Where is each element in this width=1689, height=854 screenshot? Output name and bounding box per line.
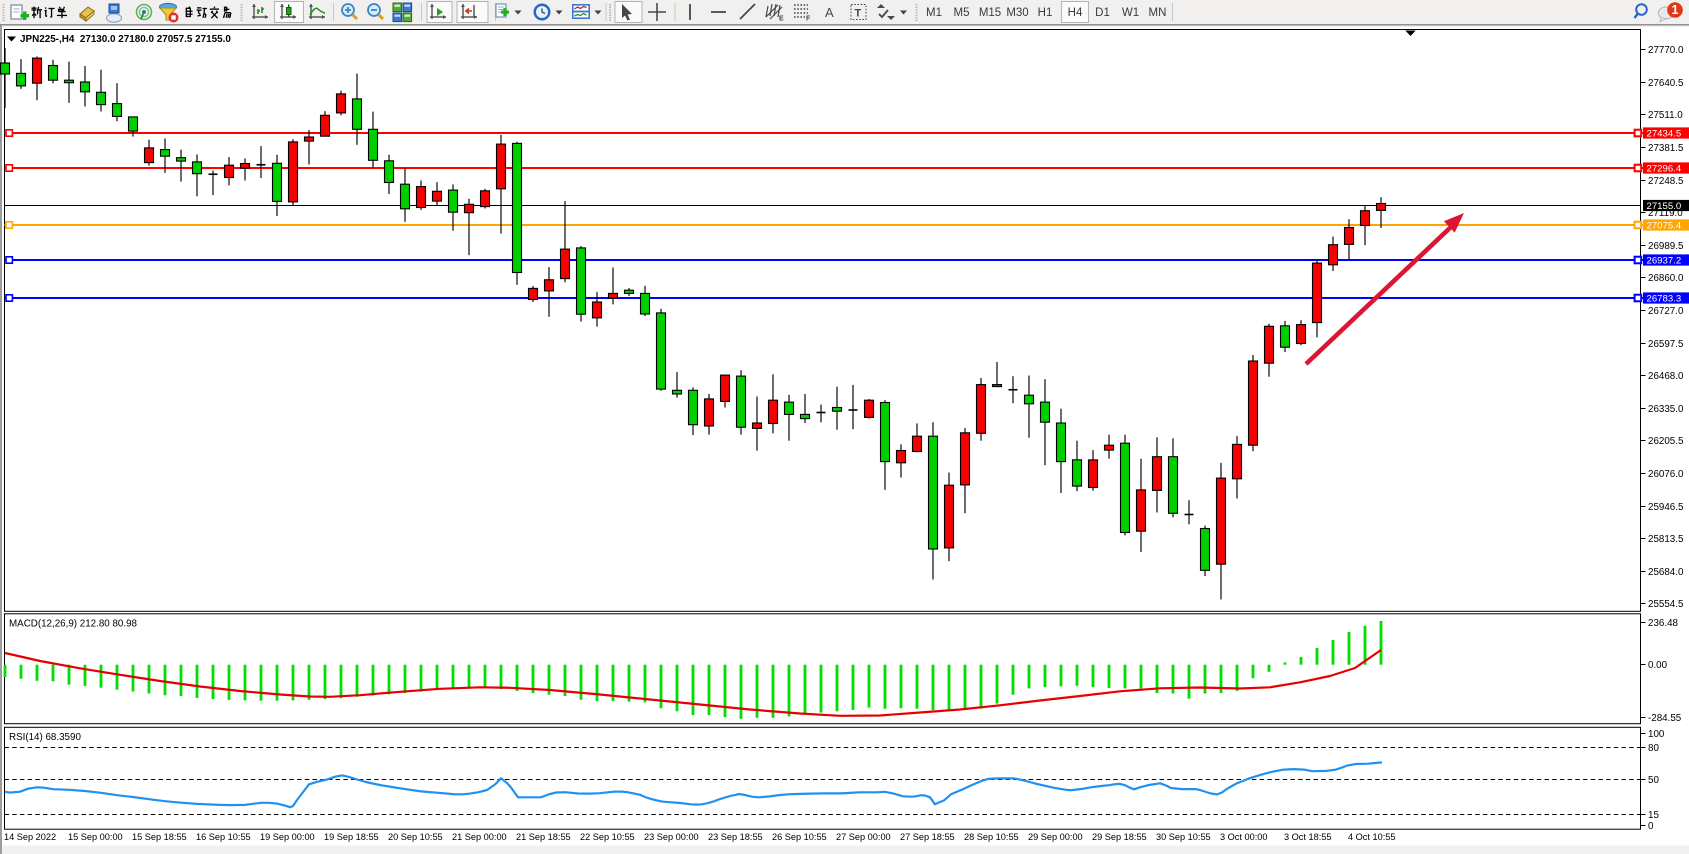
svg-text:MN: MN [1149,7,1167,19]
svg-text:H1: H1 [1038,7,1053,19]
svg-text:27770.0: 27770.0 [1648,45,1684,56]
svg-text:19 Sep 18:55: 19 Sep 18:55 [324,832,379,842]
svg-text:T: T [855,8,862,20]
svg-text:RSI(14) 68.3590: RSI(14) 68.3590 [9,732,81,743]
svg-text:25946.5: 25946.5 [1648,502,1684,513]
svg-text:23 Sep 18:55: 23 Sep 18:55 [708,832,763,842]
svg-text:26468.0: 26468.0 [1648,371,1684,382]
svg-text:27119.0: 27119.0 [1648,208,1683,219]
svg-text:50: 50 [1648,775,1659,786]
svg-text:29 Sep 00:00: 29 Sep 00:00 [1028,832,1083,842]
svg-text:-284.55: -284.55 [1648,713,1682,724]
svg-text:20 Sep 10:55: 20 Sep 10:55 [388,832,443,842]
svg-text:80: 80 [1648,743,1659,754]
svg-text:29 Sep 18:55: 29 Sep 18:55 [1092,832,1147,842]
svg-text:D1: D1 [1095,7,1110,19]
svg-text:27155.0: 27155.0 [1647,201,1682,212]
svg-text:26597.5: 26597.5 [1648,339,1684,350]
svg-text:JPN225-,H4 27130.0 27180.0 27: JPN225-,H4 27130.0 27180.0 27057.5 27155… [20,34,231,45]
svg-text:15 Sep 00:00: 15 Sep 00:00 [68,832,123,842]
svg-text:23 Sep 00:00: 23 Sep 00:00 [644,832,699,842]
svg-text:25813.5: 25813.5 [1648,534,1684,545]
svg-text:15: 15 [1648,810,1659,821]
svg-text:28 Sep 10:55: 28 Sep 10:55 [964,832,1019,842]
svg-text:26205.5: 26205.5 [1648,436,1684,447]
svg-text:27075.4: 27075.4 [1647,221,1682,232]
svg-text:14 Sep 2022: 14 Sep 2022 [4,832,56,842]
svg-text:27434.5: 27434.5 [1647,129,1682,140]
svg-text:26937.2: 26937.2 [1647,256,1682,267]
svg-text:26860.0: 26860.0 [1648,273,1684,284]
svg-text:W1: W1 [1122,7,1139,19]
svg-text:M30: M30 [1006,7,1028,19]
svg-text:27 Sep 00:00: 27 Sep 00:00 [836,832,891,842]
svg-text:0.00: 0.00 [1648,660,1668,671]
svg-text:100: 100 [1648,729,1665,740]
svg-text:15 Sep 18:55: 15 Sep 18:55 [132,832,187,842]
svg-text:19 Sep 00:00: 19 Sep 00:00 [260,832,315,842]
svg-text:4 Oct 10:55: 4 Oct 10:55 [1348,832,1396,842]
svg-text:21 Sep 00:00: 21 Sep 00:00 [452,832,507,842]
svg-text:E: E [779,16,784,23]
svg-text:26989.5: 26989.5 [1648,241,1684,252]
svg-text:30 Sep 10:55: 30 Sep 10:55 [1156,832,1211,842]
svg-text:3 Oct 18:55: 3 Oct 18:55 [1284,832,1332,842]
svg-text:26 Sep 10:55: 26 Sep 10:55 [772,832,827,842]
svg-text:27 Sep 18:55: 27 Sep 18:55 [900,832,955,842]
svg-text:26727.0: 26727.0 [1648,306,1684,317]
svg-text:27248.5: 27248.5 [1648,176,1684,187]
svg-text:16 Sep 10:55: 16 Sep 10:55 [196,832,251,842]
svg-text:H4: H4 [1068,7,1083,19]
svg-text:236.48: 236.48 [1648,618,1679,629]
svg-text:1: 1 [1672,3,1679,17]
svg-text:21 Sep 18:55: 21 Sep 18:55 [516,832,571,842]
svg-text:M1: M1 [926,7,942,19]
svg-text:22 Sep 10:55: 22 Sep 10:55 [580,832,635,842]
svg-text:0: 0 [1648,821,1654,832]
svg-text:27296.4: 27296.4 [1647,164,1682,175]
svg-text:26335.0: 26335.0 [1648,404,1684,415]
svg-text:27640.5: 27640.5 [1648,78,1684,89]
svg-text:A: A [825,5,834,20]
svg-text:M5: M5 [954,7,970,19]
svg-text:26076.0: 26076.0 [1648,469,1684,480]
svg-text:27511.0: 27511.0 [1648,110,1683,121]
svg-text:26783.3: 26783.3 [1647,294,1682,305]
svg-text:M15: M15 [979,7,1001,19]
svg-text:MACD(12,26,9) 212.80 80.98: MACD(12,26,9) 212.80 80.98 [9,619,138,630]
svg-text:27381.5: 27381.5 [1648,143,1684,154]
svg-text:25684.0: 25684.0 [1648,567,1684,578]
svg-text:F: F [806,16,811,23]
svg-text:25554.5: 25554.5 [1648,599,1684,610]
svg-text:3 Oct 00:00: 3 Oct 00:00 [1220,832,1268,842]
